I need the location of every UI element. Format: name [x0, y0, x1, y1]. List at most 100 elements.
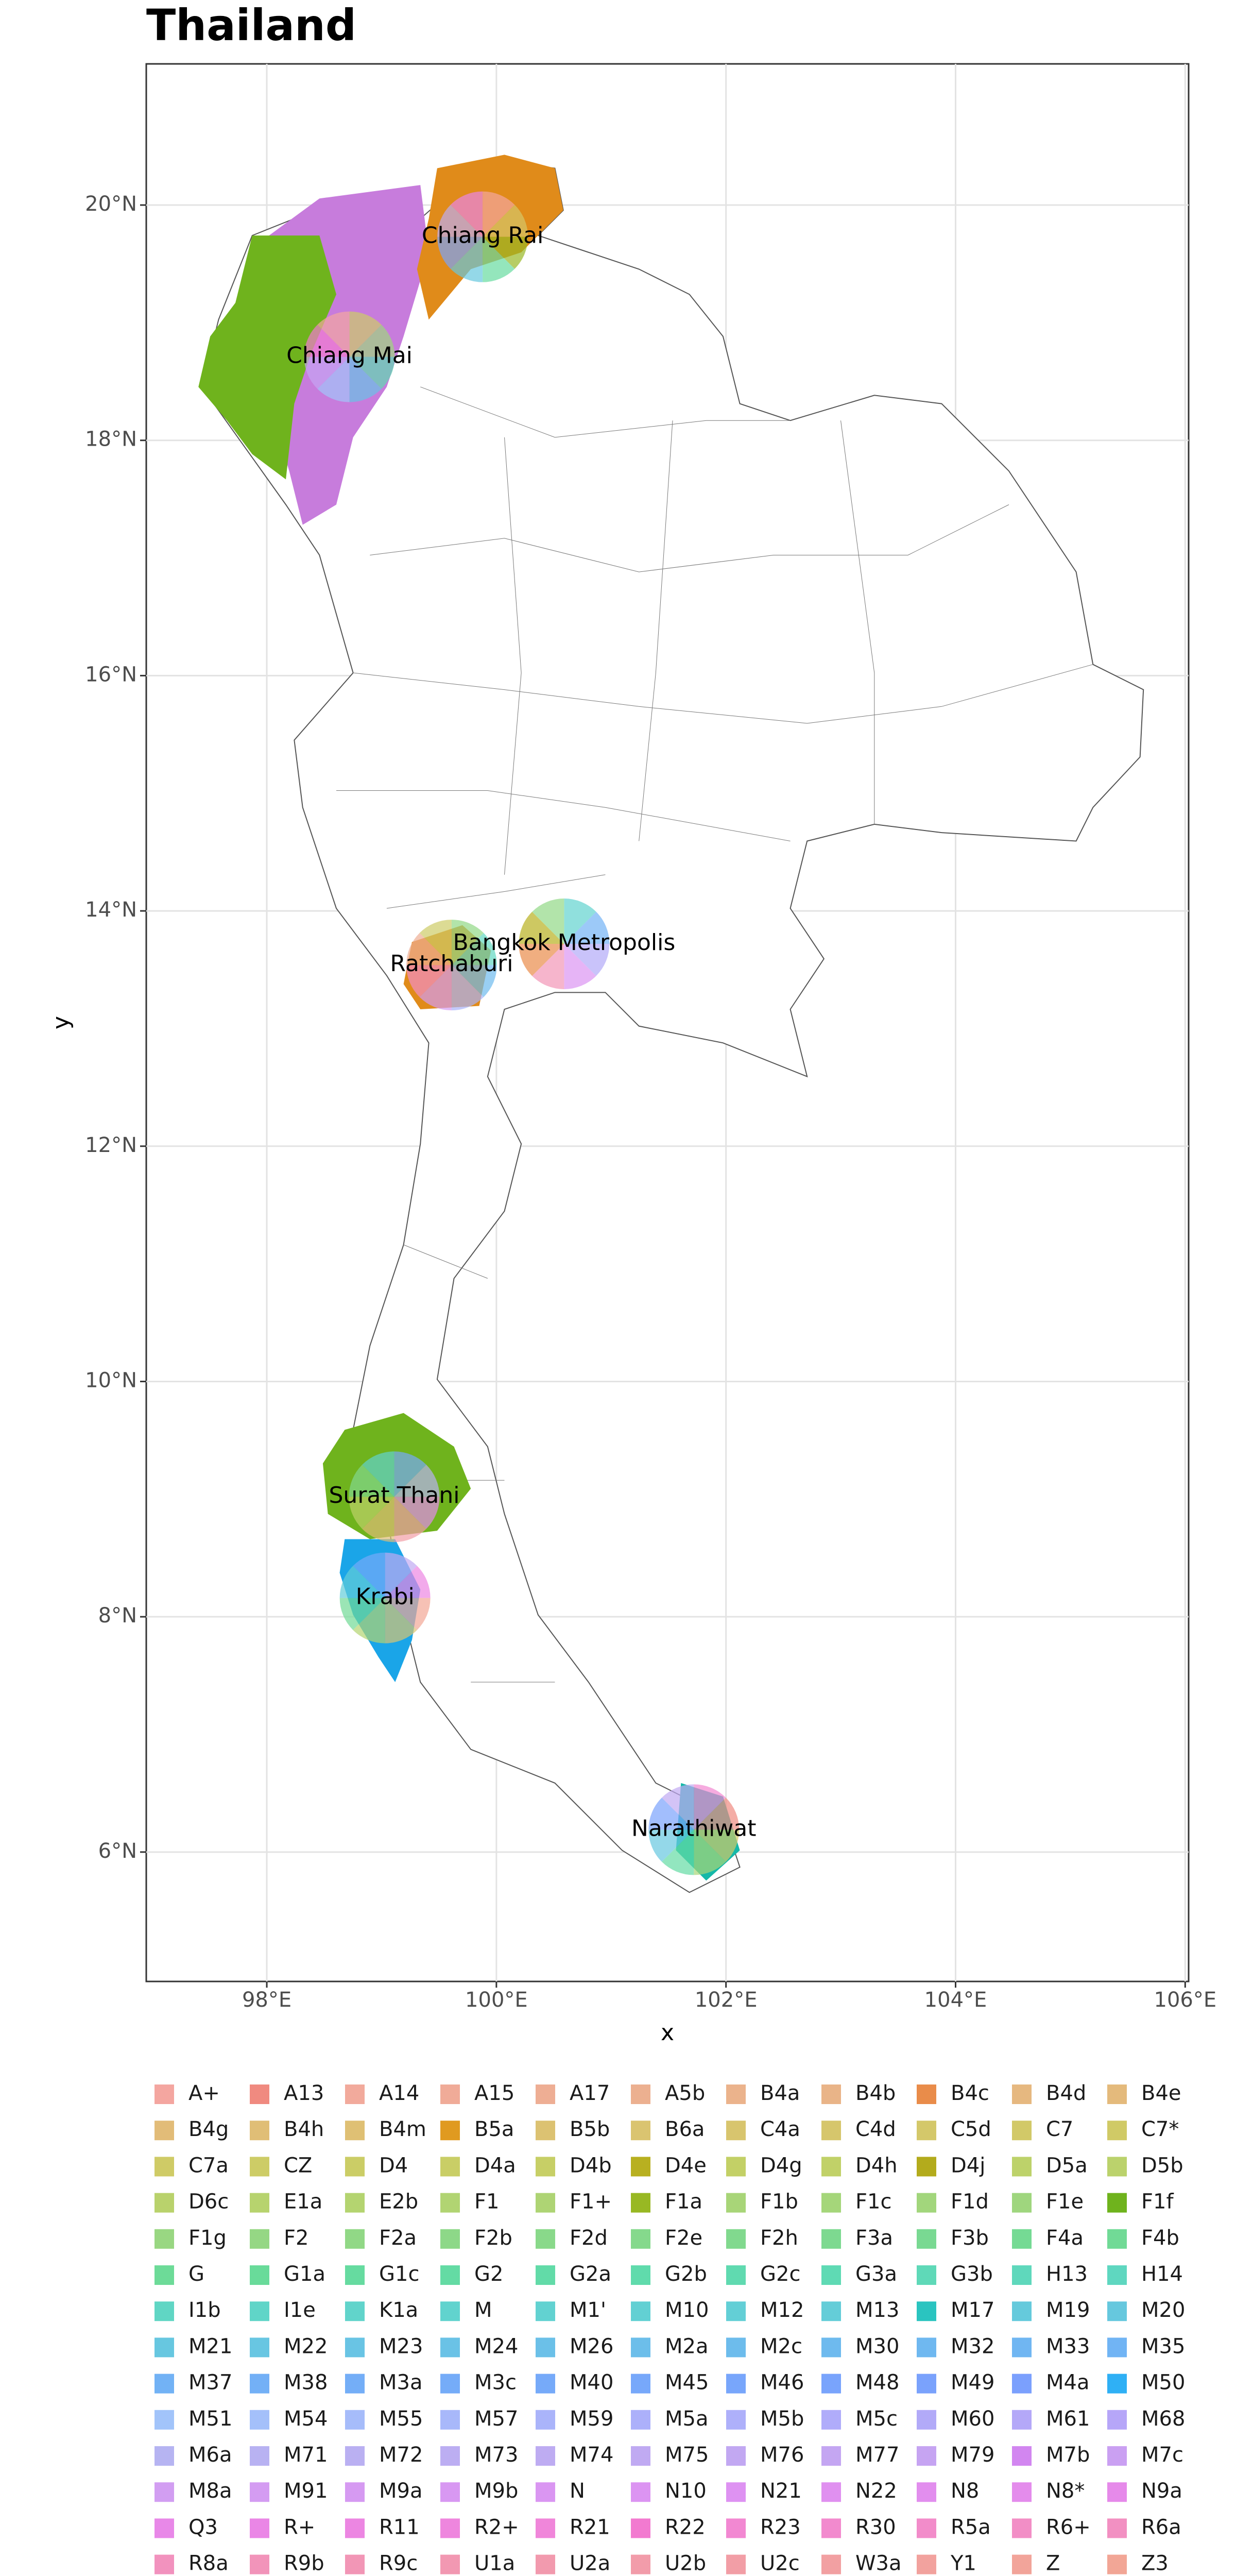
legend-swatch — [154, 2121, 174, 2141]
legend-label: F2e — [665, 2226, 702, 2250]
legend-label: G2 — [474, 2262, 503, 2286]
legend-swatch — [726, 2446, 746, 2466]
legend-swatch — [726, 2374, 746, 2394]
pie-slice — [564, 899, 596, 944]
legend-label: M73 — [474, 2443, 518, 2467]
legend-label: U2b — [665, 2552, 706, 2575]
legend-swatch — [1012, 2337, 1032, 2358]
legend-label: R23 — [760, 2515, 801, 2539]
legend-label: K1a — [379, 2298, 418, 2322]
legend-label: M20 — [1141, 2298, 1185, 2322]
legend-swatch — [154, 2157, 174, 2177]
legend-swatch — [917, 2121, 936, 2141]
legend-label: R5a — [951, 2515, 991, 2539]
pie-slice — [519, 944, 564, 976]
legend-label: C7* — [1141, 2117, 1179, 2141]
legend-label: F1g — [188, 2226, 227, 2250]
legend-swatch — [154, 2410, 174, 2430]
legend-label: M38 — [284, 2371, 328, 2395]
legend-label: M6a — [188, 2443, 232, 2467]
legend-label: F3b — [951, 2226, 989, 2250]
pie-slice — [394, 1464, 440, 1497]
legend-swatch — [440, 2374, 460, 2394]
legend-label: M54 — [284, 2407, 328, 2431]
legend-swatch — [536, 2446, 555, 2466]
legend-swatch — [345, 2157, 365, 2177]
legend-label: M45 — [665, 2371, 709, 2395]
x-tick-label: 98°E — [242, 1988, 291, 2012]
legend-label: M35 — [1141, 2334, 1185, 2358]
legend-label: R6+ — [1046, 2515, 1091, 2539]
legend-label: B4d — [1046, 2081, 1086, 2105]
legend-label: B5b — [570, 2117, 610, 2141]
legend-swatch — [1107, 2410, 1127, 2430]
y-tick-label: 18°N — [85, 428, 137, 451]
legend-label: M74 — [570, 2443, 613, 2467]
legend-swatch — [917, 2084, 936, 2104]
legend-label: R8a — [188, 2552, 229, 2575]
legend-swatch — [1012, 2265, 1032, 2285]
legend-label: F2d — [570, 2226, 608, 2250]
legend-label: D5b — [1141, 2154, 1183, 2177]
legend-swatch — [821, 2410, 841, 2430]
legend-label: M7b — [1046, 2443, 1090, 2467]
pie-slice — [437, 205, 483, 237]
legend-label: B4c — [951, 2081, 989, 2105]
legend-swatch — [250, 2301, 269, 2321]
legend-label: D4j — [951, 2154, 985, 2177]
pie-slice — [483, 205, 528, 237]
legend-label: M59 — [570, 2407, 613, 2431]
legend-label: H14 — [1141, 2262, 1183, 2286]
legend-swatch — [345, 2482, 365, 2502]
pie-slice — [349, 357, 382, 402]
legend-label: M40 — [570, 2371, 613, 2395]
legend-label: M60 — [951, 2407, 994, 2431]
legend-swatch — [345, 2446, 365, 2466]
legend-swatch — [154, 2374, 174, 2394]
legend-label: H13 — [1046, 2262, 1088, 2286]
legend-swatch — [917, 2265, 936, 2285]
legend-swatch — [250, 2265, 269, 2285]
legend-swatch — [1012, 2301, 1032, 2321]
place-label: Bangkok Metropolis — [453, 929, 675, 956]
place-label: Krabi — [356, 1584, 415, 1610]
pie-slice — [419, 920, 452, 965]
legend-swatch — [250, 2193, 269, 2213]
legend-swatch — [440, 2554, 460, 2574]
legend-label: N8* — [1046, 2479, 1085, 2503]
legend-swatch — [250, 2337, 269, 2358]
place-label: Ratchaburi — [390, 951, 513, 977]
legend-label: E1a — [284, 2190, 322, 2214]
legend-label: Z3 — [1141, 2552, 1169, 2575]
legend-swatch — [345, 2229, 365, 2249]
pie-slice — [451, 933, 497, 965]
legend-swatch — [440, 2482, 460, 2502]
legend-swatch — [154, 2446, 174, 2466]
legend-swatch — [917, 2374, 936, 2394]
legend-swatch — [1012, 2518, 1032, 2538]
pie-slice — [519, 911, 564, 944]
legend-label: R30 — [855, 2515, 896, 2539]
legend-swatch — [917, 2337, 936, 2358]
legend-label: D5a — [1046, 2154, 1088, 2177]
legend-swatch — [250, 2410, 269, 2430]
legend-label: M5c — [855, 2407, 898, 2431]
legend-swatch — [631, 2301, 650, 2321]
legend-swatch — [821, 2157, 841, 2177]
legend-swatch — [917, 2482, 936, 2502]
legend-label: R+ — [284, 2515, 315, 2539]
legend-swatch — [821, 2337, 841, 2358]
x-axis-label: x — [661, 2020, 674, 2046]
legend-swatch — [631, 2121, 650, 2141]
legend-swatch — [440, 2337, 460, 2358]
pie-slice — [349, 1464, 394, 1497]
legend-label: C4a — [760, 2117, 800, 2141]
legend-swatch — [821, 2446, 841, 2466]
legend-swatch — [726, 2301, 746, 2321]
legend-swatch — [440, 2301, 460, 2321]
pie-slice — [406, 933, 452, 965]
pie-slice — [694, 1784, 726, 1830]
legend-label: R21 — [570, 2515, 610, 2539]
legend-label: F1a — [665, 2190, 702, 2214]
